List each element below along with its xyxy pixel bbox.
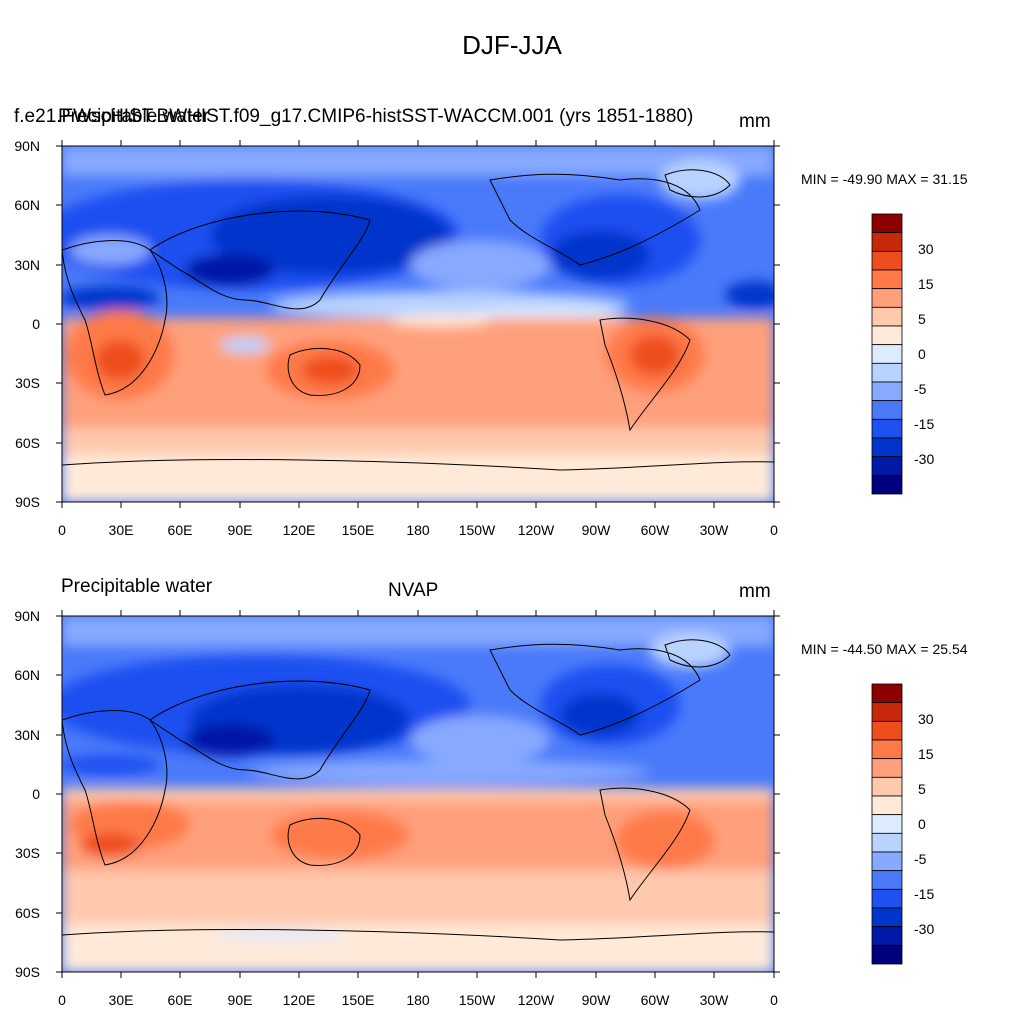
lon-label: 180 xyxy=(406,992,430,1008)
panel-variable-title: Precipitable water xyxy=(61,576,213,597)
lon-label: 120W xyxy=(517,522,555,538)
min-max-label: MIN = -49.90 MAX = 31.15 xyxy=(801,171,968,187)
colorbar-swatch xyxy=(871,926,903,946)
lat-label: 30S xyxy=(15,375,40,391)
colorbar xyxy=(871,683,903,965)
lon-label: 30W xyxy=(699,522,729,538)
colorbar-swatch xyxy=(871,683,903,704)
panel-units: mm xyxy=(739,581,771,602)
colorbar-tick-label: 5 xyxy=(918,311,926,327)
lat-label: 90N xyxy=(14,608,40,624)
colorbar-swatch xyxy=(871,851,903,872)
lon-label: 150E xyxy=(341,992,375,1008)
contour-map xyxy=(56,610,780,978)
lat-label: 60N xyxy=(14,197,40,213)
colorbar-tick-label: -15 xyxy=(914,416,935,432)
lon-label: 120E xyxy=(282,522,316,538)
lon-label: 60W xyxy=(640,522,670,538)
colorbar-swatch xyxy=(871,720,903,741)
colorbar-tick-label: -15 xyxy=(914,886,935,902)
lat-label: 0 xyxy=(32,786,40,802)
colorbar-swatch xyxy=(871,814,903,834)
panel-variable-title: Precipitable water xyxy=(58,106,210,127)
lat-label: 30N xyxy=(14,257,40,273)
panel-case-title: f.e21.FWscHIST.BWHIST.f09_g17.CMIP6-hist… xyxy=(14,106,694,127)
colorbar-swatch xyxy=(871,907,903,928)
panel-case-title: NVAP xyxy=(388,580,439,601)
colorbar-swatch xyxy=(871,944,903,965)
lon-label: 60E xyxy=(167,992,193,1008)
colorbar-tick-label: -5 xyxy=(914,851,927,867)
lon-label: 150W xyxy=(458,992,496,1008)
colorbar-swatch xyxy=(871,474,903,495)
colorbar-tick-label: 0 xyxy=(918,346,926,362)
lon-label: 90E xyxy=(227,522,253,538)
lon-label: 150E xyxy=(341,522,375,538)
lon-label: 0 xyxy=(58,522,66,538)
colorbar-swatch xyxy=(871,795,903,816)
lon-label: 180 xyxy=(406,522,430,538)
colorbar-swatch xyxy=(871,702,903,722)
colorbar-swatch xyxy=(871,888,903,909)
colorbar-tick-label: -30 xyxy=(914,451,935,467)
lat-label: 60S xyxy=(15,435,40,451)
lat-label: 90S xyxy=(15,964,40,980)
colorbar-swatch xyxy=(871,758,903,778)
colorbar-tick-label: 15 xyxy=(918,746,934,762)
lon-label: 90W xyxy=(581,522,611,538)
lon-label: 120E xyxy=(282,992,316,1008)
colorbar-swatch xyxy=(871,832,903,853)
lon-label: 0 xyxy=(58,992,66,1008)
lon-label: 120W xyxy=(517,992,555,1008)
colorbar-tick-label: -30 xyxy=(914,921,935,937)
lon-label: 90E xyxy=(227,992,253,1008)
colorbar-swatch xyxy=(871,870,903,890)
lat-label: 0 xyxy=(32,316,40,332)
lon-label: 60W xyxy=(640,992,670,1008)
panel-units: mm xyxy=(739,111,771,132)
lon-label: 30W xyxy=(699,992,729,1008)
colorbar-tick-label: 30 xyxy=(918,241,934,257)
lat-label: 60S xyxy=(15,905,40,921)
lon-label: 60E xyxy=(167,522,193,538)
min-max-label: MIN = -44.50 MAX = 25.54 xyxy=(801,641,968,657)
colorbar xyxy=(871,213,903,495)
lon-label: 30E xyxy=(108,522,134,538)
colorbar-tick-label: 5 xyxy=(918,781,926,797)
colorbar-swatch xyxy=(871,776,903,797)
colorbar-swatch xyxy=(871,739,903,760)
lat-label: 30S xyxy=(15,845,40,861)
lat-label: 90N xyxy=(14,138,40,154)
lon-label: 150W xyxy=(458,522,496,538)
colorbar-tick-label: 30 xyxy=(918,711,934,727)
lon-label: 0 xyxy=(770,522,778,538)
figure-title: DJF-JJA xyxy=(462,30,562,60)
map-panel-model: Precipitable water f.e21.FWscHIST.BWHIST… xyxy=(0,0,1024,538)
lon-label: 0 xyxy=(770,992,778,1008)
colorbar-tick-label: -5 xyxy=(914,381,927,397)
colorbar-tick-label: 15 xyxy=(918,276,934,292)
lon-label: 30E xyxy=(108,992,134,1008)
lon-label: 90W xyxy=(581,992,611,1008)
lat-label: 90S xyxy=(15,494,40,510)
contour-map xyxy=(56,140,780,508)
colorbar-tick-label: 0 xyxy=(918,816,926,832)
lat-label: 60N xyxy=(14,667,40,683)
lat-label: 30N xyxy=(14,727,40,743)
